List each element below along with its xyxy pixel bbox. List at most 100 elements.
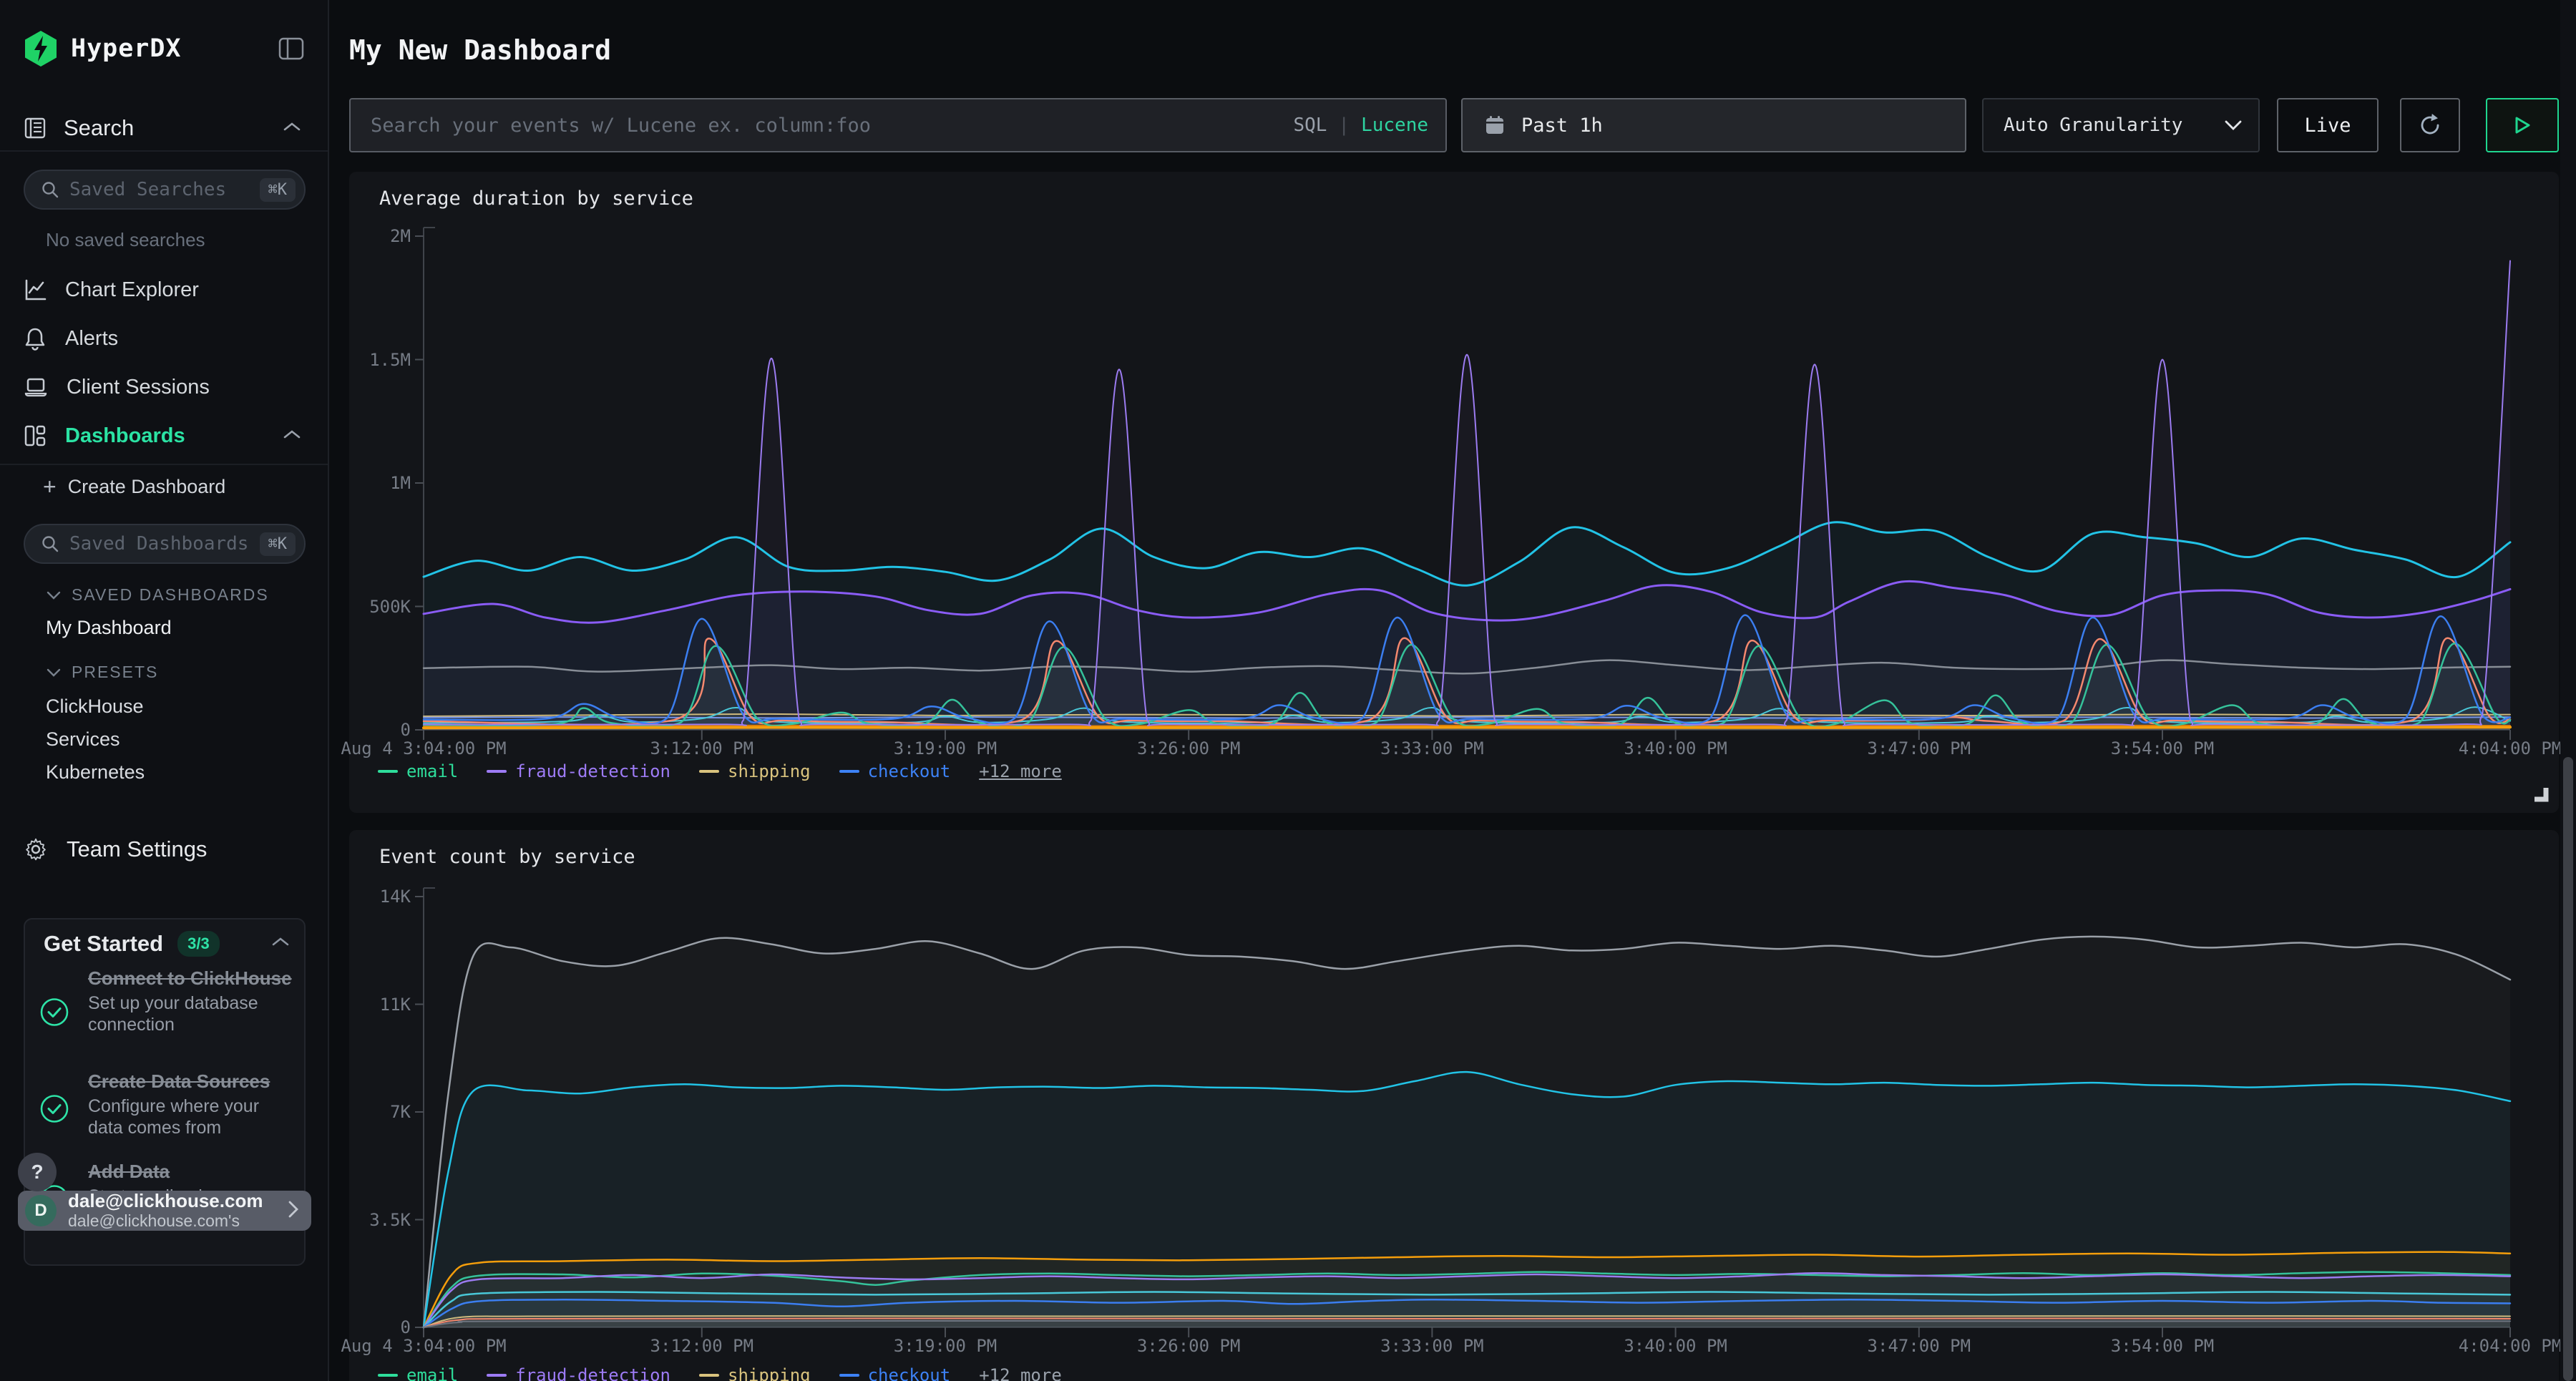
get-started-progress-badge: 3/3: [177, 931, 220, 957]
run-query-button[interactable]: [2486, 98, 2559, 152]
user-menu[interactable]: D dale@clickhouse.com dale@clickhouse.co…: [18, 1191, 311, 1231]
live-label: Live: [2304, 114, 2351, 137]
sidebar-item-client-sessions[interactable]: Client Sessions: [0, 366, 328, 408]
get-started-title: Get Started: [44, 931, 164, 956]
sidebar-collapse-icon[interactable]: [278, 37, 304, 60]
time-range-picker[interactable]: Past 1h: [1461, 98, 1966, 152]
sidebar-item-my-dashboard[interactable]: My Dashboard: [46, 617, 172, 638]
line-chart[interactable]: [349, 172, 2559, 813]
play-icon: [2515, 117, 2530, 134]
x-axis-label: 3:40:00 PM: [1624, 1336, 1727, 1356]
legend-item-fraud-detection[interactable]: fraud-detection: [487, 1365, 670, 1381]
series-area-purple-mid: [424, 581, 2510, 730]
series-area-orange-low: [424, 1251, 2510, 1327]
legend-label: checkout: [867, 1365, 951, 1381]
live-button[interactable]: Live: [2277, 98, 2379, 152]
no-saved-searches-text: No saved searches: [46, 229, 205, 250]
saved-dashboards-placeholder: Saved Dashboards: [69, 533, 249, 555]
legend-label: email: [406, 1365, 459, 1381]
x-axis-label: 3:33:00 PM: [1380, 738, 1484, 758]
legend-label: fraud-detection: [515, 1365, 670, 1381]
x-axis-label: 3:40:00 PM: [1624, 738, 1727, 758]
chart-legend: email fraud-detection shipping checkout +12 …: [378, 1365, 1062, 1381]
legend-more-link[interactable]: +12 more: [979, 761, 1062, 781]
scrollbar-thumb[interactable]: [2563, 757, 2573, 1381]
sidebar-section-search[interactable]: Search: [0, 106, 328, 152]
x-axis-label: 3:19:00 PM: [893, 738, 997, 758]
sidebar-item-label: Dashboards: [65, 424, 185, 447]
help-button[interactable]: ?: [18, 1153, 57, 1191]
saved-dashboards-shortcut: ⌘K: [259, 532, 296, 556]
series-line-gray-top: [422, 935, 2512, 1329]
plus-icon: +: [43, 474, 57, 499]
gear-icon: [26, 838, 46, 861]
series-line-tan-low: [423, 713, 2511, 718]
sidebar-item-services[interactable]: Services: [46, 728, 120, 750]
saved-dashboards-input[interactable]: Saved Dashboards ⌘K: [24, 524, 306, 564]
series-area-cyan-top: [424, 522, 2510, 730]
series-area-cyan-mid: [424, 1072, 2510, 1327]
lucene-toggle[interactable]: Lucene: [1361, 114, 1428, 136]
legend-item-checkout[interactable]: checkout: [839, 1365, 951, 1381]
chart-panel-avg-duration: Average duration by service email fraud-d…: [341, 172, 2562, 813]
y-axis-label: 0: [400, 720, 411, 740]
granularity-value: Auto Granularity: [2004, 114, 2183, 136]
series-area-lavender-megaspikes: [424, 260, 2510, 730]
bell-icon: [25, 328, 45, 351]
create-dashboard-label: Create Dashboard: [67, 475, 226, 497]
series-line-salmon-spikes: [422, 637, 2512, 726]
legend-item-checkout[interactable]: checkout: [839, 761, 950, 781]
sidebar-item-alerts[interactable]: Alerts: [0, 318, 328, 359]
time-range-value: Past 1h: [1521, 114, 1603, 137]
sidebar-item-chart-explorer[interactable]: Chart Explorer: [0, 269, 328, 311]
series-line-tan-floor: [423, 1315, 2511, 1328]
legend-more-link[interactable]: +12 more: [979, 1365, 1062, 1381]
legend-item-shipping[interactable]: shipping: [699, 1365, 811, 1381]
create-dashboard-button[interactable]: + Create Dashboard: [43, 475, 225, 498]
chevron-up-icon[interactable]: [271, 937, 290, 951]
line-chart[interactable]: [349, 830, 2559, 1381]
calendar-icon: [1486, 116, 1503, 134]
legend-swatch: [839, 770, 859, 773]
checklist-item-connect[interactable]: Connect to ClickHouse Set up your databa…: [39, 967, 294, 1060]
x-axis-label: 3:54:00 PM: [2110, 738, 2215, 758]
legend-label: email: [406, 761, 459, 781]
chevron-up-icon[interactable]: [282, 121, 302, 136]
legend-item-shipping[interactable]: shipping: [699, 761, 811, 781]
checklist-item-sources[interactable]: Create Data Sources Configure where your…: [39, 1070, 294, 1150]
sidebar-item-team-settings[interactable]: Team Settings: [0, 829, 328, 870]
series-line-cyan-top: [422, 521, 2512, 587]
sidebar-item-clickhouse[interactable]: ClickHouse: [46, 696, 144, 717]
legend-item-email[interactable]: email: [378, 761, 458, 781]
checklist-item-desc: Set up your database connection: [88, 992, 258, 1035]
series-line-lightcyan-low: [422, 1291, 2512, 1329]
sidebar-divider: [0, 464, 328, 465]
panel-resize-handle[interactable]: [2532, 785, 2549, 806]
series-area-gray-top: [424, 936, 2510, 1327]
y-axis-label: 500K: [369, 596, 411, 617]
page-scrollbar: [2560, 0, 2576, 1381]
series-line-teal-low: [422, 1271, 2512, 1329]
chart-panel-event-count: Event count by service email fraud-detect…: [341, 830, 2562, 1381]
y-axis-label: 14K: [379, 887, 411, 907]
series-line-orange-base: [422, 726, 2512, 730]
presets-group-header[interactable]: PRESETS: [46, 663, 158, 682]
sql-toggle[interactable]: SQL: [1293, 114, 1327, 136]
event-search-input[interactable]: Search your events w/ Lucene ex. column:…: [349, 98, 1447, 152]
chevron-up-icon[interactable]: [282, 429, 302, 444]
series-line-cyan-mid: [422, 1070, 2512, 1329]
saved-dashboards-group-header[interactable]: SAVED DASHBOARDS: [46, 585, 269, 605]
check-circle-icon: [39, 997, 69, 1031]
sidebar-item-kubernetes[interactable]: Kubernetes: [46, 761, 145, 783]
sidebar-item-dashboards[interactable]: Dashboards: [0, 415, 328, 457]
legend-item-email[interactable]: email: [378, 1365, 458, 1381]
event-search-placeholder: Search your events w/ Lucene ex. column:…: [371, 114, 871, 137]
legend-item-fraud-detection[interactable]: fraud-detection: [487, 761, 670, 781]
saved-searches-input[interactable]: Saved Searches ⌘K: [24, 170, 306, 210]
checklist-item-title: Connect to ClickHouse: [88, 967, 292, 989]
language-separator: |: [1338, 114, 1350, 136]
refresh-button[interactable]: [2400, 98, 2460, 152]
granularity-select[interactable]: Auto Granularity: [1982, 98, 2260, 152]
group-header-label: PRESETS: [72, 663, 159, 681]
series-line-blue-spikes: [422, 614, 2512, 725]
